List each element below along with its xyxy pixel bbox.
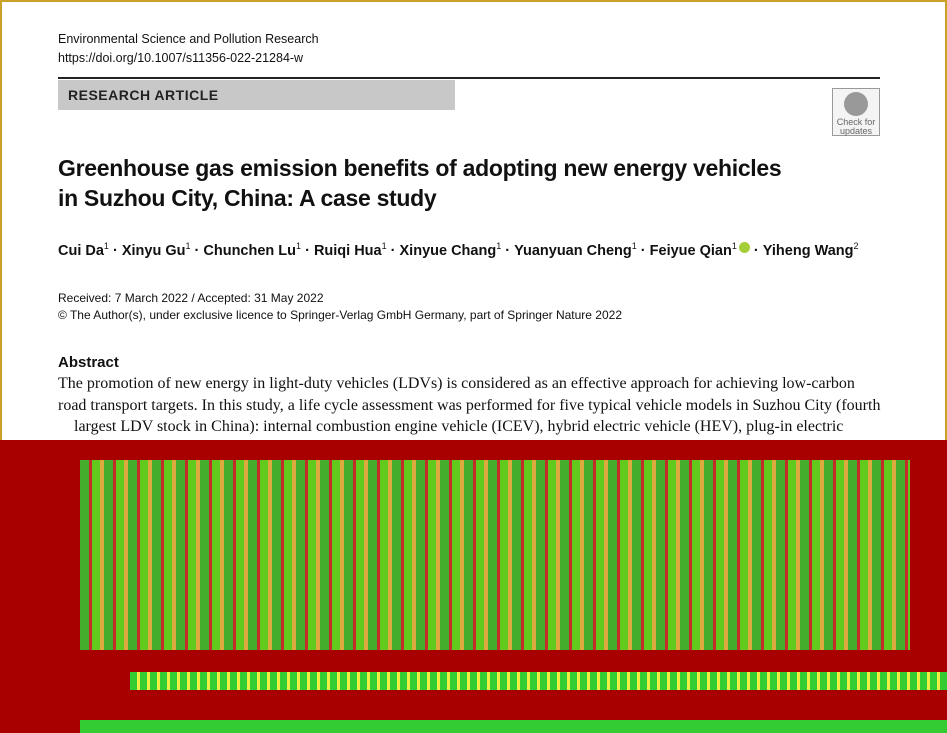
author-affiliation: 1: [381, 241, 387, 251]
check-updates[interactable]: Check for updates: [832, 88, 880, 136]
title-line: Greenhouse gas emission benefits of adop…: [58, 155, 782, 181]
separator: ·: [386, 242, 400, 259]
abstract-line: The promotion of new energy in light-dut…: [58, 375, 855, 392]
check-icon: [844, 92, 868, 116]
separator: ·: [108, 242, 122, 259]
rule: [58, 77, 880, 79]
glitch-band: [80, 720, 947, 733]
separator: ·: [301, 242, 314, 259]
author-name[interactable]: Chunchen Lu: [203, 242, 297, 259]
author-name[interactable]: Xinyu Gu: [121, 242, 186, 259]
author-name[interactable]: Yiheng Wang: [762, 242, 854, 259]
copyright: © The Author(s), under exclusive licence…: [58, 308, 622, 322]
author-name[interactable]: Cui Da: [58, 242, 104, 259]
glitch-band: [80, 460, 910, 650]
author-name[interactable]: Yuanyuan Cheng: [514, 242, 632, 259]
orcid[interactable]: [738, 241, 750, 253]
author-name[interactable]: Feiyue Qian: [649, 242, 732, 259]
author-affiliation: 1: [296, 241, 302, 251]
abstract-heading: Abstract: [58, 354, 119, 371]
glitch-band: [130, 672, 947, 690]
journal: Environmental Science and Pollution Rese…: [58, 32, 319, 46]
author-affiliation: 1: [731, 241, 737, 251]
separator: ·: [190, 242, 204, 259]
author-affiliation: 1: [631, 241, 637, 251]
separator: ·: [749, 242, 763, 259]
separator: ·: [636, 242, 650, 259]
title-line: in Suzhou City, China: A case study: [58, 185, 437, 211]
authors: Cui Da1 · Xinyu Gu1 · Chunchen Lu1 · Rui…: [58, 241, 859, 259]
doi[interactable]: https://doi.org/10.1007/s11356-022-21284…: [58, 51, 304, 65]
check-text: Check for: [836, 117, 876, 127]
author-affiliation: 2: [853, 241, 859, 251]
article-type: RESEARCH ARTICLE: [58, 80, 455, 110]
author-affiliation: 1: [103, 241, 109, 251]
abstract-line: road transport targets. In this study, a…: [58, 397, 881, 414]
author-affiliation: 1: [496, 241, 502, 251]
abstract-line: largest LDV stock in China): internal co…: [74, 418, 844, 435]
separator: ·: [501, 242, 515, 259]
author-affiliation: 1: [185, 241, 191, 251]
corrupted-region: [0, 440, 947, 733]
author-name[interactable]: Ruiqi Hua: [313, 242, 382, 259]
received: Received: 7 March 2022 / Accepted: 31 Ma…: [58, 291, 324, 305]
author-name[interactable]: Xinyue Chang: [399, 242, 497, 259]
title: Greenhouse gas emission benefits of adop…: [58, 153, 838, 213]
article-type-text: RESEARCH ARTICLE: [68, 87, 219, 103]
check-text: updates: [839, 126, 873, 136]
